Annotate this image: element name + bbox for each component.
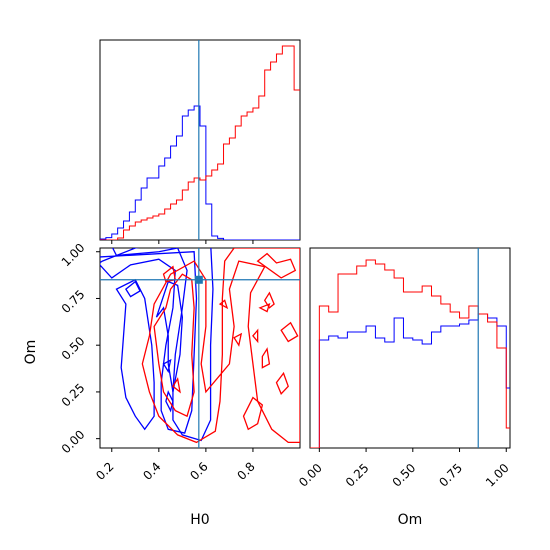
contour-series-b-3 <box>256 252 297 279</box>
contour-series-a-2 <box>115 278 155 431</box>
h0-tick-label: 0.8 <box>234 459 257 482</box>
om-hist-tick-label: 0.00 <box>296 461 325 490</box>
h0-hist-series-a <box>100 105 300 240</box>
h0-tick-label: 0.4 <box>140 459 163 482</box>
om-hist-tick-label: 1.00 <box>483 461 512 490</box>
om-hist-tick-label: 0.25 <box>343 461 372 490</box>
contour-series-a-1 <box>100 251 198 434</box>
om-hist-series-a <box>310 313 510 448</box>
contour-series-b-11 <box>280 321 299 343</box>
om-hist-axis-label: Om <box>398 512 423 528</box>
contour-series-b-12 <box>275 371 289 395</box>
contour-series-b-4 <box>263 291 275 309</box>
contour-series-b-7 <box>261 347 271 369</box>
h0-axis-label: H0 <box>190 512 209 528</box>
om-hist-series-b <box>310 259 510 448</box>
contour-series-a-5 <box>162 358 172 374</box>
om-hist-series <box>310 259 510 448</box>
contour-series-a-6 <box>165 390 174 413</box>
contour-series-b-9 <box>258 302 271 313</box>
contour-series-b-1 <box>153 273 195 418</box>
contour-series-a-7 <box>111 248 178 257</box>
contour-series-b-6 <box>233 332 243 347</box>
om-tick-label: 0.75 <box>59 287 88 316</box>
h0-hist-frame <box>99 39 301 241</box>
contour-series-b-10 <box>242 396 264 431</box>
om-axis-label: Om <box>23 340 39 365</box>
h0-tick-label: 0.6 <box>187 459 210 482</box>
contour-series <box>100 248 300 444</box>
om-tick-label: 1.00 <box>59 241 88 270</box>
truth-marker <box>194 275 203 284</box>
om-hist-tick-label: 0.75 <box>436 461 465 490</box>
h0-hist-series-b <box>100 45 300 240</box>
om-hist-frame <box>309 247 511 449</box>
contour-series-a-3 <box>125 280 141 298</box>
contour-series-b-8 <box>252 328 259 344</box>
contour-series-b-5 <box>218 299 229 310</box>
om-tick-label: 0.25 <box>59 381 88 410</box>
contour-series-a-0 <box>100 248 214 442</box>
contour-series-a-4 <box>155 280 184 393</box>
contour-series-b-13 <box>172 377 181 394</box>
om-tick-label: 0.00 <box>59 427 88 456</box>
om-hist-tick-label: 0.50 <box>390 461 419 490</box>
h0-tick-label: 0.2 <box>93 459 116 482</box>
contour-series-b-0 <box>141 248 300 444</box>
h0-hist-series <box>100 45 300 240</box>
om-tick-label: 0.50 <box>59 334 88 363</box>
